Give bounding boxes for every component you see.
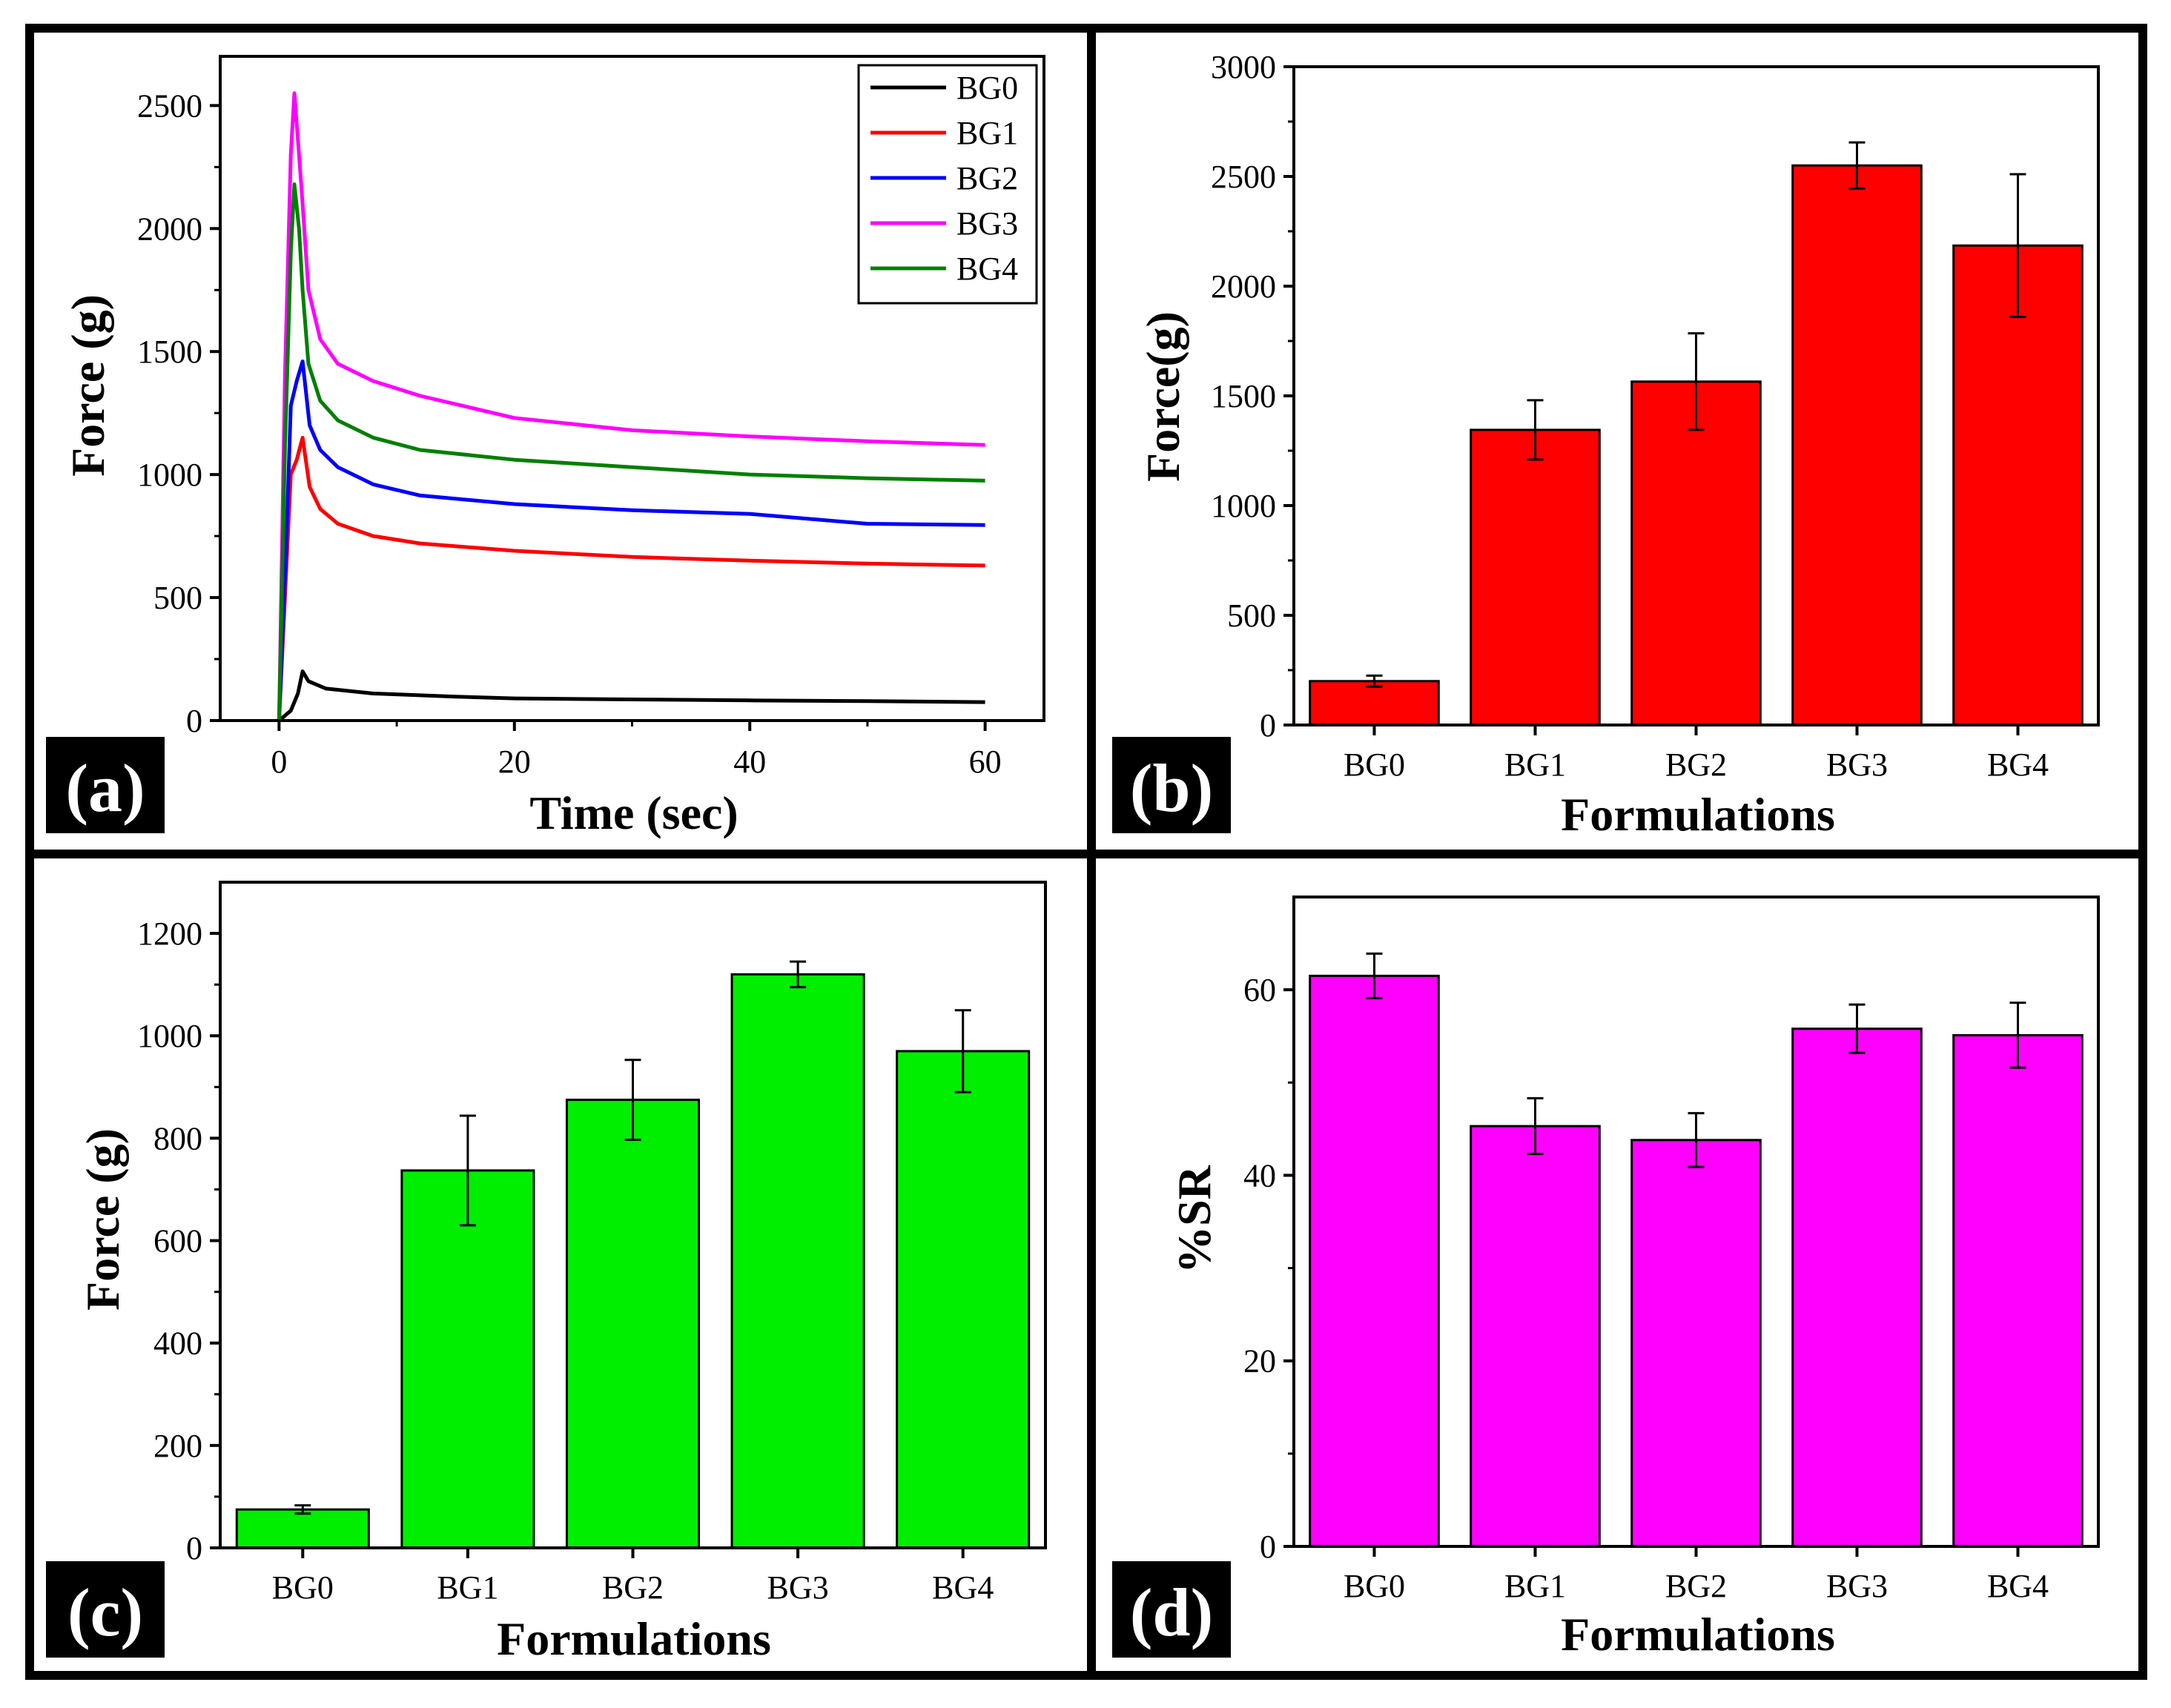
y-axis-title: Force (g) bbox=[62, 294, 114, 477]
x-tick-label: BG2 bbox=[602, 1569, 664, 1606]
x-axis-title: Time (sec) bbox=[529, 787, 738, 839]
bar-bg1 bbox=[400, 1169, 535, 1549]
y-tick-label: 1200 bbox=[137, 916, 202, 952]
legend-label: BG2 bbox=[956, 160, 1018, 196]
panel-label-box bbox=[1112, 1561, 1231, 1658]
legend-label: BG3 bbox=[956, 205, 1018, 242]
x-tick-label: BG3 bbox=[1826, 1568, 1888, 1604]
panel-label: (a) bbox=[65, 750, 145, 826]
x-axis-title: Formulations bbox=[497, 1612, 771, 1665]
y-tick-label: 20 bbox=[1243, 1343, 1276, 1380]
panel-label-box bbox=[1112, 737, 1231, 833]
y-axis-title: %SR bbox=[1168, 1165, 1220, 1274]
x-tick-label: BG4 bbox=[1987, 747, 2049, 783]
bar-bg4 bbox=[896, 1050, 1031, 1549]
panel-c: 0 200 400 600 800 1000 1200 BG0 BG1 BG2 BG3 BG4 Form… bbox=[46, 881, 1047, 1665]
y-tick-label: 0 bbox=[1260, 1529, 1276, 1565]
bar-bg0 bbox=[1309, 680, 1440, 726]
x-tick-label: BG0 bbox=[272, 1569, 334, 1606]
bar-bg2 bbox=[1630, 380, 1762, 726]
y-tick-label: 40 bbox=[1243, 1157, 1276, 1194]
series-line-bg1 bbox=[277, 435, 985, 721]
y-tick-label: 1500 bbox=[1211, 378, 1276, 414]
bar-bg2 bbox=[565, 1099, 701, 1549]
panel-d: 0 20 40 60 BG0 BG1 BG2 BG3 BG4 Formulations %SR (d) bbox=[1112, 896, 2100, 1661]
y-tick-label: 2500 bbox=[1211, 159, 1276, 195]
bar-bg1 bbox=[1470, 1125, 1601, 1548]
bar-bg0 bbox=[235, 1508, 370, 1549]
bar-bg4 bbox=[1952, 1033, 2084, 1548]
y-tick-label: 2000 bbox=[137, 211, 202, 247]
y-tick-label: 400 bbox=[153, 1325, 202, 1362]
bar-bg3 bbox=[1791, 1027, 1923, 1548]
y-tick-label: 600 bbox=[153, 1223, 202, 1260]
y-tick-label: 0 bbox=[186, 703, 202, 739]
series-line-bg2 bbox=[277, 360, 985, 721]
bar-bg3 bbox=[730, 973, 865, 1549]
y-tick-label: 500 bbox=[1227, 598, 1276, 634]
x-tick-label: BG2 bbox=[1665, 747, 1727, 783]
x-tick-label: BG0 bbox=[1344, 1568, 1405, 1604]
bar-bg3 bbox=[1791, 164, 1923, 726]
series-line-bg3 bbox=[277, 91, 985, 721]
y-tick-label: 3000 bbox=[1211, 49, 1276, 85]
x-tick-label: BG1 bbox=[437, 1569, 498, 1606]
y-axis-title: Force (g) bbox=[76, 1128, 129, 1311]
x-axis-title: Formulations bbox=[1561, 1608, 1835, 1661]
bar-bg0 bbox=[1309, 974, 1440, 1548]
y-tick-label: 60 bbox=[1243, 972, 1276, 1008]
x-tick-label: BG3 bbox=[767, 1569, 829, 1606]
panel-label-box bbox=[46, 1561, 165, 1658]
x-tick-label: 20 bbox=[498, 744, 531, 780]
x-axis-title: Formulations bbox=[1561, 788, 1835, 841]
y-tick-label: 2000 bbox=[1211, 268, 1276, 305]
x-tick-label: BG1 bbox=[1504, 1568, 1566, 1604]
y-tick-label: 800 bbox=[153, 1120, 202, 1156]
bar-bg2 bbox=[1630, 1139, 1762, 1548]
panel-label: (c) bbox=[67, 1575, 143, 1650]
panel-label: (b) bbox=[1130, 750, 1213, 826]
plot-area-frame bbox=[1292, 896, 2100, 1548]
x-tick-label: BG2 bbox=[1665, 1568, 1727, 1604]
x-tick-label: BG4 bbox=[932, 1569, 994, 1606]
legend-box bbox=[857, 64, 1038, 305]
bar-bg4 bbox=[1952, 244, 2084, 726]
x-tick-label: 0 bbox=[271, 744, 287, 780]
y-tick-label: 2500 bbox=[137, 87, 202, 124]
y-tick-label: 0 bbox=[1260, 707, 1276, 744]
panel-b: 0 500 1000 1500 2000 2500 3000 BG0 BG1 BG2 BG3 BG4 F… bbox=[1112, 49, 2100, 841]
plot-area-frame bbox=[1292, 65, 2100, 726]
y-tick-label: 1000 bbox=[137, 1018, 202, 1054]
y-tick-label: 1000 bbox=[1211, 488, 1276, 524]
y-tick-label: 1500 bbox=[137, 334, 202, 370]
y-tick-label: 200 bbox=[153, 1428, 202, 1464]
y-tick-label: 1000 bbox=[137, 457, 202, 493]
x-tick-label: BG3 bbox=[1826, 747, 1888, 783]
x-tick-label: 60 bbox=[969, 744, 1002, 780]
x-tick-label: 40 bbox=[733, 744, 766, 780]
x-tick-label: BG0 bbox=[1344, 747, 1405, 783]
bar-bg1 bbox=[1470, 428, 1601, 726]
plot-area-frame bbox=[219, 55, 1045, 722]
x-tick-label: BG1 bbox=[1504, 747, 1566, 783]
y-tick-label: 0 bbox=[186, 1530, 202, 1566]
y-tick-label: 500 bbox=[153, 580, 202, 616]
legend-label: BG1 bbox=[956, 115, 1018, 151]
legend-label: BG0 bbox=[956, 70, 1018, 106]
series-line-bg0 bbox=[277, 669, 985, 722]
panel-label: (d) bbox=[1130, 1575, 1213, 1650]
series-line-bg4 bbox=[277, 182, 985, 721]
panel-a: 0 500 1000 1500 2000 2500 0 20 40 60 BG0 BG1 BG2 BG3 B… bbox=[46, 55, 1045, 839]
plot-area-frame bbox=[219, 881, 1047, 1549]
y-axis-title: Force(g) bbox=[1137, 311, 1189, 482]
x-tick-label: BG4 bbox=[1987, 1568, 2049, 1604]
legend-label: BG4 bbox=[956, 251, 1018, 287]
panel-label-box bbox=[46, 737, 165, 833]
